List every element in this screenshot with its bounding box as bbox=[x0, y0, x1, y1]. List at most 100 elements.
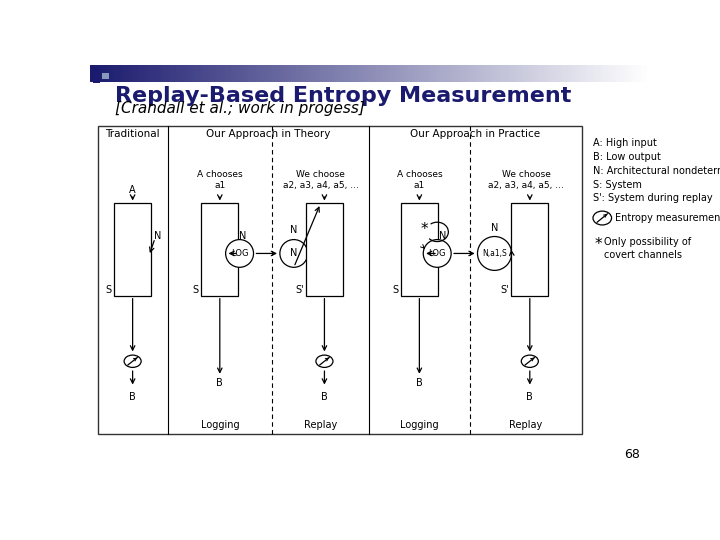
Bar bbox=[298, 65, 300, 82]
Bar bbox=[371, 65, 373, 82]
Ellipse shape bbox=[593, 211, 611, 225]
Text: B: B bbox=[130, 392, 136, 402]
Bar bbox=[153, 65, 156, 82]
Bar bbox=[539, 65, 541, 82]
Bar bbox=[395, 65, 397, 82]
Bar bbox=[304, 65, 306, 82]
Bar bbox=[453, 65, 455, 82]
Bar bbox=[230, 65, 232, 82]
Text: B: B bbox=[526, 392, 534, 402]
Bar bbox=[186, 65, 189, 82]
Bar bbox=[120, 65, 122, 82]
Bar bbox=[226, 65, 228, 82]
Bar bbox=[256, 65, 258, 82]
Bar bbox=[164, 65, 166, 82]
Text: Replay: Replay bbox=[304, 420, 337, 430]
Bar bbox=[547, 65, 550, 82]
Bar bbox=[598, 65, 600, 82]
Bar bbox=[328, 65, 330, 82]
Bar bbox=[287, 65, 289, 82]
Text: S': S' bbox=[500, 285, 509, 295]
Text: *: * bbox=[421, 221, 428, 237]
Bar bbox=[466, 65, 468, 82]
Bar bbox=[620, 65, 622, 82]
Bar bbox=[145, 65, 148, 82]
Bar bbox=[237, 65, 239, 82]
Bar bbox=[593, 65, 595, 82]
Bar bbox=[248, 65, 251, 82]
Bar bbox=[503, 65, 505, 82]
Bar bbox=[382, 65, 384, 82]
Bar bbox=[183, 65, 185, 82]
Bar bbox=[233, 65, 235, 82]
Text: Replay: Replay bbox=[509, 420, 543, 430]
Bar bbox=[231, 65, 233, 82]
Bar bbox=[392, 65, 394, 82]
Bar bbox=[553, 65, 555, 82]
Text: N: N bbox=[290, 248, 297, 259]
Bar bbox=[339, 65, 341, 82]
Bar bbox=[198, 65, 200, 82]
Bar bbox=[410, 65, 412, 82]
Bar bbox=[514, 65, 516, 82]
Bar bbox=[393, 65, 395, 82]
Text: 68: 68 bbox=[624, 448, 640, 461]
Bar bbox=[137, 65, 139, 82]
Bar bbox=[138, 65, 140, 82]
Bar bbox=[240, 65, 243, 82]
Bar bbox=[523, 65, 526, 82]
Bar bbox=[460, 65, 462, 82]
Bar bbox=[98, 126, 582, 434]
Bar bbox=[159, 65, 161, 82]
Bar bbox=[585, 65, 587, 82]
Text: A: High input: A: High input bbox=[593, 138, 657, 148]
Bar bbox=[150, 65, 152, 82]
Text: *: * bbox=[595, 237, 602, 252]
Bar bbox=[380, 65, 382, 82]
Bar bbox=[557, 65, 559, 82]
Bar bbox=[356, 65, 359, 82]
Bar bbox=[579, 65, 582, 82]
Bar bbox=[333, 65, 336, 82]
Text: Replay-Based Entropy Measurement: Replay-Based Entropy Measurement bbox=[114, 86, 571, 106]
Bar bbox=[239, 65, 241, 82]
Bar bbox=[631, 65, 634, 82]
Bar bbox=[462, 65, 464, 82]
Bar bbox=[194, 65, 197, 82]
Text: Our Approach in Theory: Our Approach in Theory bbox=[206, 130, 330, 139]
Bar bbox=[428, 65, 431, 82]
Bar bbox=[499, 65, 501, 82]
Bar bbox=[354, 65, 356, 82]
Bar bbox=[293, 65, 295, 82]
Bar bbox=[418, 65, 420, 82]
Bar bbox=[536, 65, 539, 82]
Bar bbox=[564, 65, 567, 82]
Bar bbox=[215, 65, 217, 82]
Bar bbox=[449, 65, 451, 82]
Bar bbox=[259, 65, 261, 82]
Bar bbox=[148, 65, 150, 82]
Bar bbox=[324, 65, 327, 82]
Bar bbox=[603, 65, 606, 82]
Bar bbox=[291, 65, 293, 82]
Bar bbox=[454, 65, 456, 82]
Bar bbox=[401, 204, 438, 296]
Bar bbox=[310, 65, 312, 82]
Text: We choose: We choose bbox=[296, 170, 345, 179]
Ellipse shape bbox=[521, 355, 539, 367]
Text: Only possibility of
covert channels: Only possibility of covert channels bbox=[604, 237, 691, 260]
Bar bbox=[456, 65, 459, 82]
Text: N,a1,S: N,a1,S bbox=[482, 249, 507, 258]
Bar bbox=[253, 65, 256, 82]
Bar bbox=[518, 65, 520, 82]
Bar bbox=[425, 65, 427, 82]
Ellipse shape bbox=[316, 355, 333, 367]
Bar bbox=[441, 65, 444, 82]
Text: A: A bbox=[130, 185, 136, 194]
Bar bbox=[467, 65, 470, 82]
Bar bbox=[451, 65, 453, 82]
Bar bbox=[102, 72, 109, 79]
Text: N: N bbox=[154, 231, 161, 241]
Bar bbox=[611, 65, 613, 82]
Bar bbox=[540, 65, 542, 82]
